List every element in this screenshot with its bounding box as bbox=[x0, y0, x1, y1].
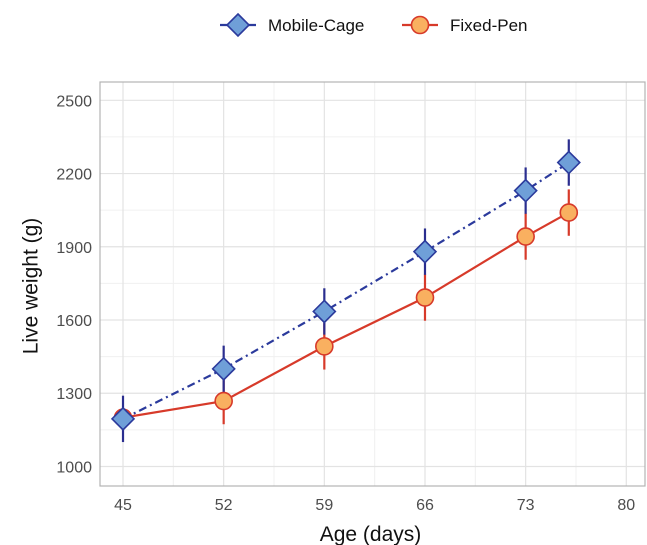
error-bars bbox=[121, 139, 570, 443]
y-tick-label: 1300 bbox=[56, 386, 92, 403]
mobile-cage-marker bbox=[556, 150, 581, 175]
y-tick-label: 2500 bbox=[56, 93, 92, 110]
x-tick-label: 59 bbox=[315, 497, 333, 514]
fixed-pen-line bbox=[122, 211, 570, 419]
legend-label-mobile-cage: Mobile-Cage bbox=[268, 16, 364, 35]
x-tick-labels: 45 52 59 66 73 80 bbox=[114, 497, 635, 514]
plot-panel-border bbox=[99, 81, 646, 487]
fixed-pen-marker bbox=[415, 288, 435, 307]
legend-key-marker bbox=[410, 15, 430, 35]
mobile-cage-line bbox=[122, 161, 570, 420]
fixed-pen-marker bbox=[559, 203, 579, 222]
x-tick-label: 52 bbox=[215, 497, 233, 514]
x-axis-title: Age (days) bbox=[320, 523, 422, 545]
legend-key-mobile-cage bbox=[220, 12, 256, 38]
fixed-pen-marker bbox=[214, 391, 233, 411]
markers bbox=[110, 150, 581, 432]
y-tick-label: 1600 bbox=[56, 313, 92, 330]
legend-key-fixed-pen bbox=[402, 15, 438, 35]
legend-key-marker bbox=[225, 12, 251, 38]
mobile-cage-marker bbox=[513, 178, 538, 203]
y-tick-label: 2200 bbox=[56, 167, 92, 184]
y-tick-label: 1900 bbox=[56, 240, 92, 257]
mobile-cage-marker bbox=[312, 299, 337, 324]
series-lines bbox=[122, 161, 570, 420]
fixed-pen-marker bbox=[516, 227, 535, 246]
fixed-pen-marker bbox=[315, 337, 334, 356]
legend-label-fixed-pen: Fixed-Pen bbox=[450, 16, 527, 35]
mobile-cage-marker bbox=[211, 356, 236, 381]
mobile-cage-marker bbox=[412, 239, 438, 264]
y-axis-title: Live weight (g) bbox=[19, 218, 42, 355]
x-tick-label: 66 bbox=[416, 497, 434, 514]
legend: Mobile-Cage Fixed-Pen bbox=[220, 12, 527, 38]
x-tick-label: 80 bbox=[617, 497, 635, 514]
y-tick-labels: 1000 1300 1600 1900 2200 2500 bbox=[56, 93, 92, 476]
mobile-cage-marker bbox=[110, 406, 136, 432]
y-tick-label: 1000 bbox=[56, 459, 92, 476]
grid-minor bbox=[100, 82, 645, 486]
x-tick-label: 45 bbox=[114, 497, 132, 514]
x-tick-label: 73 bbox=[517, 497, 535, 514]
